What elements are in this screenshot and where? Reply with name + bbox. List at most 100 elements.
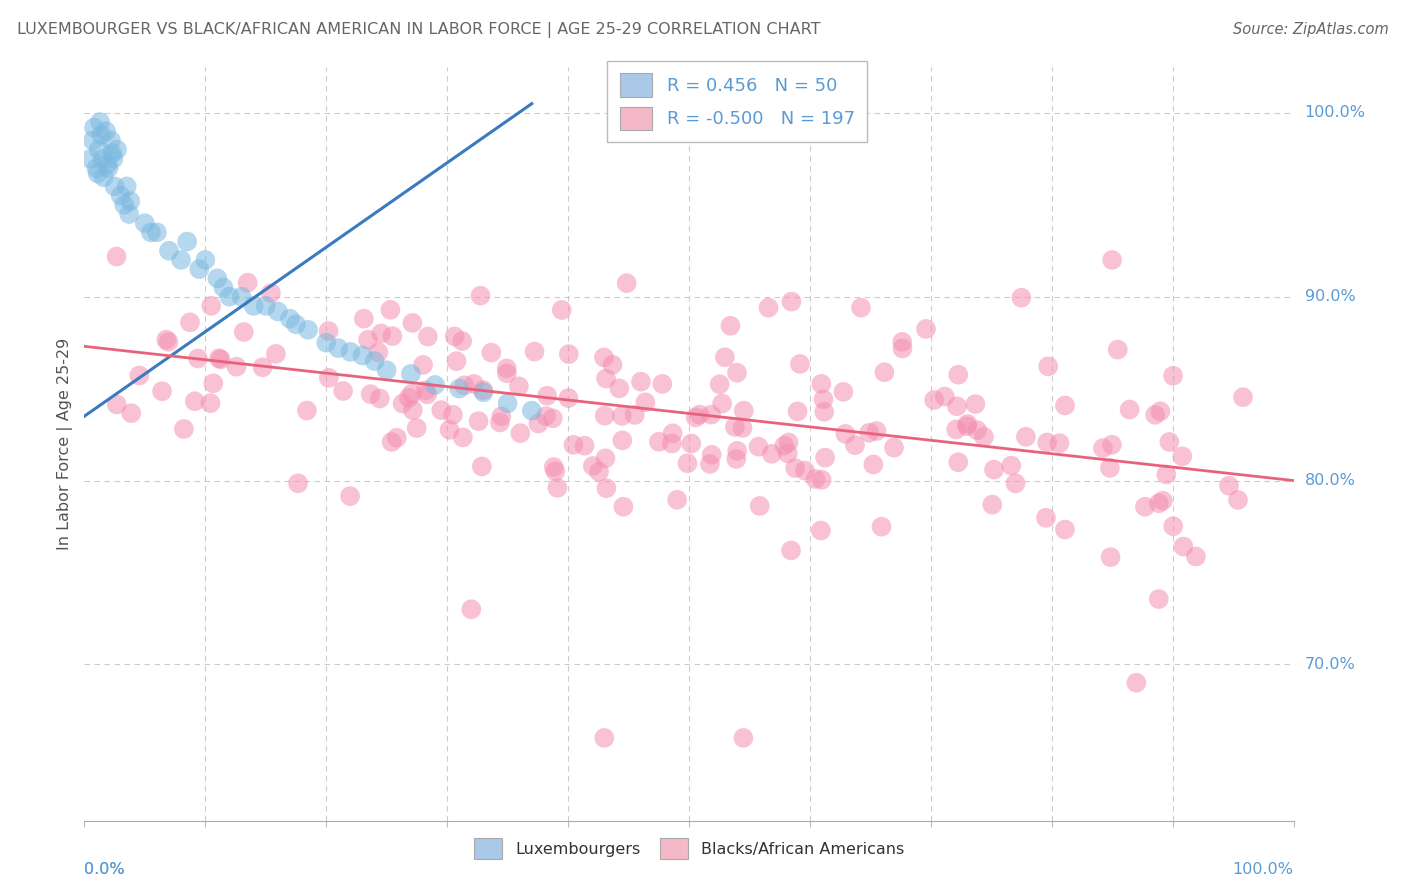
Point [934,390,956,404]
Point [1161,368,1184,383]
Point [1171,450,1194,464]
Point [1147,592,1170,607]
Point [120,406,142,420]
Point [1226,492,1249,507]
Point [232,325,254,339]
Point [184,394,207,409]
Point [731,421,754,435]
Point [891,342,914,356]
Point [849,301,872,315]
Point [278,311,301,326]
Point [218,290,240,304]
Point [112,198,135,212]
Point [242,299,264,313]
Point [1004,476,1026,491]
Point [582,458,605,473]
Point [157,334,180,349]
Point [430,403,453,417]
Point [146,225,169,239]
Point [844,438,866,452]
Point [724,420,747,434]
Point [93,170,115,185]
Text: 90.0%: 90.0% [1305,289,1355,304]
Point [527,417,550,431]
Point [120,194,142,208]
Point [416,329,439,343]
Point [441,408,464,422]
Point [915,322,938,336]
Point [87,143,110,157]
Point [1035,510,1057,524]
Point [295,403,318,417]
Point [104,179,127,194]
Point [254,299,277,313]
Point [748,499,770,513]
Point [804,472,827,486]
Point [381,434,404,449]
Point [472,383,495,397]
Point [651,376,673,391]
Point [661,436,683,450]
Point [79,152,101,166]
Point [623,408,645,422]
Point [1144,408,1167,422]
Point [834,426,856,441]
Point [551,302,574,317]
Point [370,326,392,341]
Point [339,489,361,503]
Point [405,421,427,435]
Point [380,302,402,317]
Point [412,358,434,372]
Point [1133,500,1156,514]
Point [595,371,617,385]
Point [188,262,211,277]
Point [1036,435,1059,450]
Point [858,425,880,440]
Point [103,152,125,166]
Point [1232,390,1254,404]
Point [534,409,557,424]
Point [472,385,495,400]
Point [810,524,832,538]
Point [423,378,446,392]
Point [1101,438,1123,452]
Point [948,368,970,382]
Point [546,481,568,495]
Point [451,334,474,348]
Text: 0.0%: 0.0% [84,863,125,878]
Point [562,438,585,452]
Point [332,384,354,398]
Point [415,384,437,398]
Point [1125,675,1147,690]
Point [865,424,887,438]
Point [83,120,105,135]
Point [595,451,617,466]
Point [399,367,422,381]
Point [883,441,905,455]
Point [231,290,253,304]
Point [956,419,979,434]
Point [747,440,769,454]
Point [391,396,413,410]
Point [1149,404,1171,418]
Point [363,354,385,368]
Point [922,392,945,407]
Point [948,455,970,469]
Point [891,334,914,349]
Point [593,351,616,365]
Point [983,462,1005,476]
Point [212,280,235,294]
Point [155,333,177,347]
Point [607,381,630,395]
Point [789,357,811,371]
Point [150,384,173,399]
Point [1015,430,1038,444]
Point [574,439,596,453]
Point [173,422,195,436]
Point [100,133,122,147]
Point [509,426,531,441]
Point [612,500,634,514]
Point [449,382,471,396]
Point [1218,479,1240,493]
Point [758,301,780,315]
